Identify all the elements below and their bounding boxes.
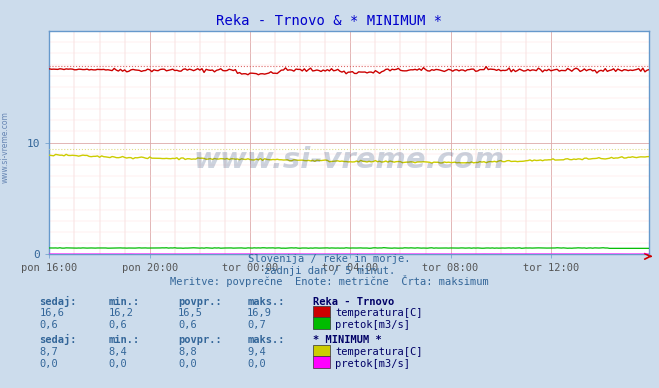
Text: povpr.:: povpr.: — [178, 296, 221, 307]
Text: temperatura[C]: temperatura[C] — [335, 347, 423, 357]
Text: sedaj:: sedaj: — [40, 296, 77, 307]
Text: min.:: min.: — [109, 335, 140, 345]
Text: 16,5: 16,5 — [178, 308, 203, 318]
Text: maks.:: maks.: — [247, 335, 285, 345]
Text: pretok[m3/s]: pretok[m3/s] — [335, 320, 411, 330]
Text: 8,7: 8,7 — [40, 347, 58, 357]
Text: Slovenija / reke in morje.: Slovenija / reke in morje. — [248, 254, 411, 264]
Text: Meritve: povprečne  Enote: metrične  Črta: maksimum: Meritve: povprečne Enote: metrične Črta:… — [170, 275, 489, 287]
Text: 0,0: 0,0 — [40, 359, 58, 369]
Text: 0,6: 0,6 — [109, 320, 127, 330]
Text: 16,2: 16,2 — [109, 308, 134, 318]
Text: sedaj:: sedaj: — [40, 334, 77, 345]
Text: maks.:: maks.: — [247, 296, 285, 307]
Text: 0,0: 0,0 — [178, 359, 196, 369]
Text: 0,6: 0,6 — [40, 320, 58, 330]
Text: 0,7: 0,7 — [247, 320, 266, 330]
Text: www.si-vreme.com: www.si-vreme.com — [1, 111, 10, 184]
Text: temperatura[C]: temperatura[C] — [335, 308, 423, 318]
Text: 0,0: 0,0 — [247, 359, 266, 369]
Text: 9,4: 9,4 — [247, 347, 266, 357]
Text: zadnji dan / 5 minut.: zadnji dan / 5 minut. — [264, 265, 395, 275]
Text: 0,0: 0,0 — [109, 359, 127, 369]
Text: 0,6: 0,6 — [178, 320, 196, 330]
Text: * MINIMUM *: * MINIMUM * — [313, 335, 382, 345]
Text: min.:: min.: — [109, 296, 140, 307]
Text: 16,9: 16,9 — [247, 308, 272, 318]
Text: www.si-vreme.com: www.si-vreme.com — [194, 146, 505, 175]
Text: 16,6: 16,6 — [40, 308, 65, 318]
Text: Reka - Trnovo: Reka - Trnovo — [313, 296, 394, 307]
Text: povpr.:: povpr.: — [178, 335, 221, 345]
Text: pretok[m3/s]: pretok[m3/s] — [335, 359, 411, 369]
Text: 8,4: 8,4 — [109, 347, 127, 357]
Text: Reka - Trnovo & * MINIMUM *: Reka - Trnovo & * MINIMUM * — [216, 14, 443, 28]
Text: 8,8: 8,8 — [178, 347, 196, 357]
